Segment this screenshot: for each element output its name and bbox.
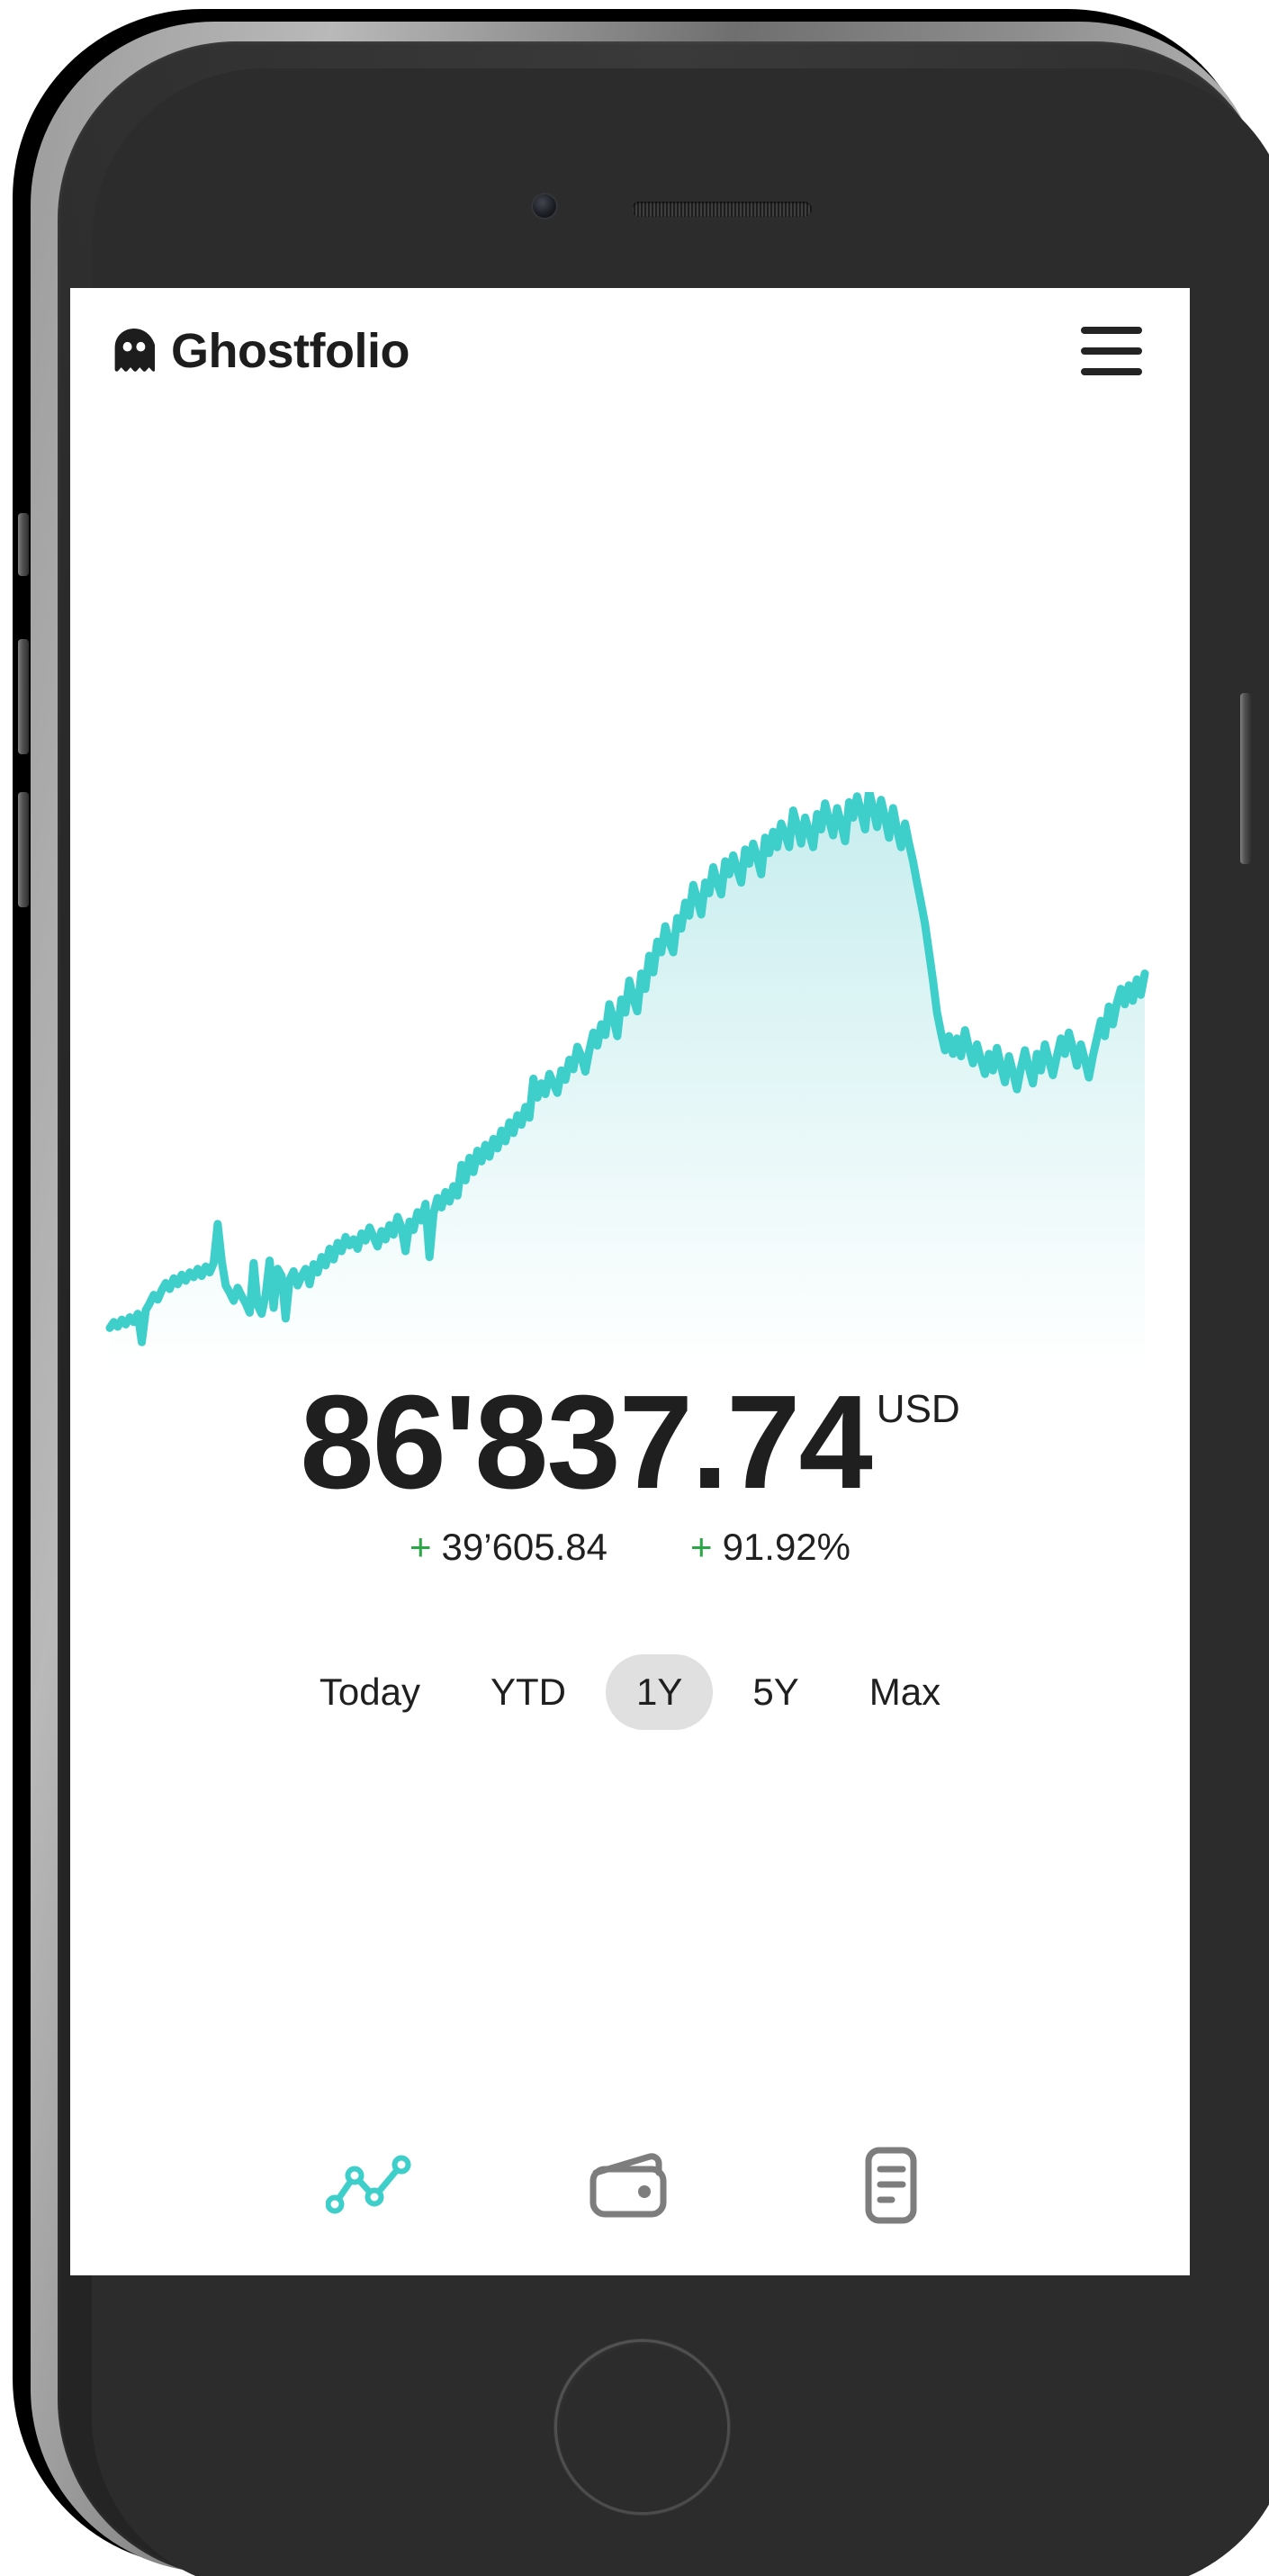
front-camera-icon (533, 194, 556, 218)
nav-item-analytics[interactable] (315, 2138, 423, 2237)
brand-logo-link[interactable]: Ghostfolio (113, 327, 410, 375)
app-header: Ghostfolio (70, 288, 1190, 414)
phone-screen: Ghostfolio (70, 288, 1190, 2275)
power-button[interactable] (1240, 693, 1251, 864)
absolute-change-value: 39’605.84 (441, 1525, 608, 1568)
portfolio-performance-chart[interactable] (70, 792, 1190, 1368)
home-button[interactable] (554, 2338, 731, 2516)
percent-change-sign: + (690, 1525, 713, 1568)
percent-change: + 91.92% (690, 1526, 850, 1569)
earpiece-speaker-icon (632, 202, 812, 217)
app-title: Ghostfolio (171, 324, 410, 378)
nav-item-wallet[interactable] (576, 2138, 684, 2237)
ghost-icon (113, 329, 155, 374)
portfolio-currency: USD (876, 1387, 960, 1431)
nav-item-summary[interactable] (837, 2138, 945, 2237)
analytics-line-chart-icon (325, 2154, 412, 2221)
volume-down-button[interactable] (18, 792, 29, 907)
portfolio-value: 86'837.74 (300, 1368, 872, 1517)
percent-change-value: 91.92% (722, 1525, 851, 1568)
absolute-change-sign: + (409, 1525, 432, 1568)
date-range-tabs: Today YTD 1Y 5Y Max (70, 1654, 1190, 1730)
range-tab-5y[interactable]: 5Y (752, 1671, 799, 1713)
portfolio-value-block: 86'837.74 USD + 39’605.84 + 91.92% (70, 1368, 1190, 1569)
silent-switch-button[interactable] (18, 513, 29, 576)
volume-up-button[interactable] (18, 639, 29, 754)
menu-line-1 (1081, 327, 1142, 334)
menu-line-2 (1081, 347, 1142, 355)
range-tab-ytd[interactable]: YTD (490, 1671, 566, 1713)
hamburger-menu-icon[interactable] (1076, 320, 1147, 383)
bottom-navigation (70, 2099, 1190, 2275)
portfolio-change-row: + 39’605.84 + 91.92% (70, 1526, 1190, 1569)
wallet-icon (589, 2151, 671, 2224)
range-tab-today[interactable]: Today (319, 1671, 420, 1713)
chart-line (105, 792, 1149, 1347)
chart-area-fill (110, 792, 1145, 1368)
portfolio-value-row: 86'837.74 USD (70, 1368, 1190, 1517)
summary-document-icon (858, 2146, 924, 2229)
absolute-change: + 39’605.84 (410, 1526, 608, 1569)
menu-line-3 (1081, 368, 1142, 375)
range-tab-1y[interactable]: 1Y (605, 1654, 714, 1730)
range-tab-max[interactable]: Max (868, 1671, 941, 1713)
